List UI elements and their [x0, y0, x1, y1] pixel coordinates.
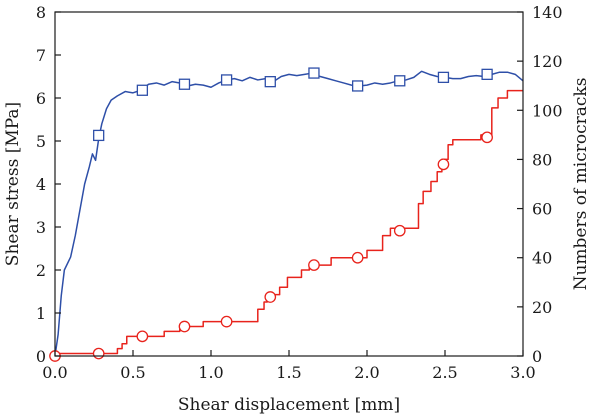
series-layer [49, 67, 524, 362]
shear-stress-point [308, 67, 320, 79]
x-axis-title: Shear displacement [mm] [178, 395, 400, 415]
x-tick-label: 1.0 [198, 363, 223, 382]
microcracks-point [393, 224, 406, 237]
shear-stress-point [481, 68, 493, 80]
y-right-tick-label: 0 [532, 347, 542, 366]
y-left-tick-label: 5 [36, 132, 46, 151]
y-left-tick-label: 6 [36, 89, 46, 108]
y-left-tick-label: 2 [36, 261, 46, 280]
shear-stress-point [178, 78, 191, 90]
shear-stress-point [394, 75, 406, 87]
microcracks-point [264, 291, 277, 303]
microcracks-point [481, 131, 493, 144]
shear-stress-point [437, 71, 450, 84]
microcracks-point [92, 347, 105, 360]
y-right-tick-label: 120 [532, 52, 563, 71]
y-right-tick-label: 100 [532, 101, 563, 120]
shear-stress-point [220, 74, 233, 86]
y-right-tick-label: 20 [532, 298, 552, 317]
microcracks-point [136, 330, 149, 343]
microcracks-point [220, 315, 233, 328]
y-right-tick-label: 60 [532, 200, 552, 219]
x-tick-label: 3.0 [510, 363, 535, 382]
y-left-tick-label: 4 [36, 175, 46, 194]
shear-stress-point [93, 129, 105, 142]
microcracks-point [351, 251, 364, 264]
x-tick-label: 0.0 [42, 363, 67, 382]
microcracks-point [437, 158, 450, 171]
y-left-tick-label: 7 [36, 46, 46, 65]
y-right-tick-label: 80 [532, 150, 552, 169]
plot-frame [54, 11, 524, 357]
y-axis-left-title: Shear stress [MPa] [3, 102, 23, 266]
shear-stress-point [136, 84, 149, 96]
y-left-tick-label: 0 [36, 347, 46, 366]
x-tick-label: 2.0 [354, 363, 379, 382]
ticks-layer: 0.0 0.5 1.0 1.5 2.0 2.5 3.00123456780204060801… [36, 3, 563, 382]
x-tick-label: 2.5 [432, 363, 457, 382]
shear-stress-point [264, 76, 276, 88]
microcracks-point [178, 320, 191, 333]
x-tick-label: 0.5 [120, 363, 145, 382]
y-left-tick-label: 3 [36, 218, 46, 237]
shear-stress-point [351, 80, 364, 92]
y-axis-right-title: Numbers of microcracks [571, 78, 591, 291]
microcracks-line [55, 89, 523, 355]
y-right-tick-label: 140 [532, 3, 563, 22]
y-right-tick-label: 40 [532, 249, 552, 268]
x-tick-label: 1.5 [276, 363, 301, 382]
y-left-tick-label: 1 [36, 304, 46, 323]
microcracks-point [308, 259, 320, 271]
shear-stress-line [54, 70, 524, 357]
y-left-tick-label: 8 [36, 3, 46, 22]
